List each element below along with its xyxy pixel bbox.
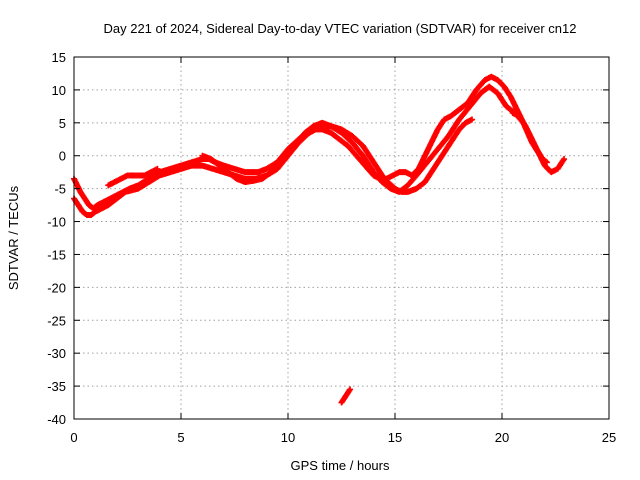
y-tick-label: -30: [47, 346, 66, 361]
axis-ticks: 0 5 10 15 20 25 15 10 5 0 -5 -10 -15 -20 -25 -30 -35 -40: [47, 50, 616, 445]
x-tick-label: 25: [602, 430, 616, 445]
y-tick-label: -10: [47, 215, 66, 230]
plot-frame: [73, 56, 610, 420]
y-tick-label: -25: [47, 313, 66, 328]
y-tick-label: 0: [59, 149, 66, 164]
y-axis-label: SDTVAR / TECUs: [6, 185, 21, 290]
y-tick-label: -40: [47, 412, 66, 427]
data-point: [154, 165, 161, 172]
y-tick-label: 5: [59, 116, 66, 131]
y-tick-label: 10: [52, 83, 66, 98]
chart-title: Day 221 of 2024, Sidereal Day-to-day VTE…: [103, 21, 576, 36]
x-tick-label: 10: [281, 430, 295, 445]
x-axis-label: GPS time / hours: [291, 458, 390, 473]
x-tick-label: 20: [495, 430, 509, 445]
data-point: [469, 116, 476, 123]
x-tick-label: 5: [177, 430, 184, 445]
y-tick-label: -15: [47, 247, 66, 262]
x-tick-label: 0: [70, 430, 77, 445]
grid-layer: [74, 57, 609, 419]
data-point: [347, 386, 354, 393]
data-point: [561, 156, 568, 163]
data-points: [71, 73, 568, 406]
y-tick-label: -5: [54, 182, 66, 197]
y-tick-label: -35: [47, 379, 66, 394]
x-tick-label: 15: [388, 430, 402, 445]
y-tick-label: -20: [47, 280, 66, 295]
y-tick-label: 15: [52, 50, 66, 65]
